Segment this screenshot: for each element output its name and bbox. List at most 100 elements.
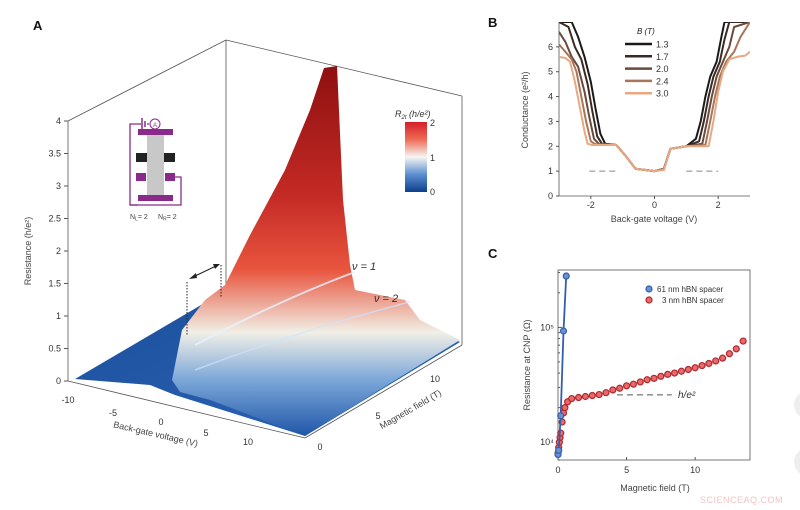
data-point-3nm [677, 367, 686, 375]
inset-right-label: NR= 2 [158, 214, 177, 223]
plot-frame-c [557, 269, 751, 461]
z-tick: 5 [375, 411, 380, 421]
legend-marker [645, 285, 653, 293]
y-tick-label: 2 [548, 141, 553, 151]
surface-spike [172, 66, 460, 436]
data-point-3nm [609, 386, 617, 394]
y-tick-label: 10⁵ [540, 322, 554, 332]
legend-title-b: B (T) [637, 27, 655, 36]
x-tick: 0 [158, 417, 163, 427]
panel-label-c: C [488, 246, 498, 261]
z-axis-ticks: 0 5 10 [317, 374, 440, 452]
data-point-3nm [698, 361, 706, 370]
y-tick-label: 0 [56, 376, 61, 386]
reference-label-h-e2: h/e² [678, 390, 696, 401]
y-tick-label: 0.5 [48, 344, 61, 354]
y-tick-label: 1 [56, 311, 61, 321]
data-point-61nm [559, 327, 568, 335]
data-point-3nm [657, 372, 665, 380]
data-point-3nm [616, 384, 624, 392]
data-point-61nm [562, 272, 570, 280]
panel-label-a: A [33, 18, 43, 33]
y-tick-label: 6 [548, 42, 553, 52]
x-axis-label: Back-gate voltage (V) [112, 419, 199, 448]
x-tick: 10 [243, 437, 253, 447]
data-point-3nm [732, 345, 740, 353]
data-point-3nm [691, 364, 699, 372]
nu2-ridge [194, 301, 411, 371]
inset-left-label: NL= 2 [130, 214, 148, 223]
data-point-3nm [568, 394, 576, 403]
legend-label: 1.3 [656, 40, 669, 50]
x-tick-label: 0 [555, 465, 560, 475]
data-point-3nm [705, 359, 713, 368]
watermark: SCIENCEAQ.COM [700, 495, 783, 505]
y-axis-label-b: Conductance (e²/h) [520, 71, 530, 148]
x-axis-ticks: -10 -5 0 5 10 [61, 395, 253, 447]
y-tick-label: 0 [548, 191, 553, 201]
decorative-blob [794, 393, 800, 417]
data-point-3nm [643, 376, 651, 384]
x-tick-label: 5 [624, 465, 629, 475]
ammeter-label: A [153, 123, 157, 129]
panel-c: C 0 5 10 10⁴ 10⁵ 61 nm hBN spacer 3 nm hBN spa… [488, 246, 751, 493]
y-tick-label: 3 [56, 181, 61, 191]
annotation-nu-1: ν = 1 [352, 261, 376, 273]
legend-label: 3.0 [656, 89, 669, 99]
data-point-3nm [739, 337, 747, 345]
z-tick: 10 [430, 374, 440, 384]
x-tick-label: -2 [587, 200, 595, 210]
legend-marker [645, 296, 653, 304]
nu1-ridge [194, 271, 356, 346]
y-tick-label: 3.5 [48, 149, 61, 159]
data-point-3nm [664, 370, 672, 378]
data-point-3nm [670, 369, 679, 377]
y-tick-label: 3 [548, 116, 553, 126]
data-point-3nm [574, 393, 583, 402]
series-line-2.4 [559, 22, 750, 173]
x-tick-label: 0 [652, 200, 657, 210]
data-point-3nm [725, 350, 734, 358]
colorbar-tick: 1 [430, 153, 435, 163]
series-line-2.0 [559, 22, 750, 173]
x-tick: -5 [109, 408, 117, 418]
data-point-61nm [557, 412, 565, 420]
y-tick-label: 10⁴ [540, 437, 554, 447]
data-point-3nm [557, 429, 565, 437]
y-axis-label-c: Resistance at CNP (Ω) [522, 319, 532, 410]
y-tick-label: 4 [548, 92, 553, 102]
data-point-3nm [602, 389, 610, 397]
data-point-3nm [595, 390, 603, 399]
y-tick-label: 5 [548, 67, 553, 77]
y-tick-label: 1.5 [48, 279, 61, 289]
data-point-3nm [684, 365, 692, 374]
y-tick-label: 2 [56, 246, 61, 256]
device-inset-diagram: A NL= 2 NR= 2 [129, 118, 182, 223]
y-tick-label: 2.5 [48, 214, 61, 224]
x-tick-label: 10 [690, 465, 700, 475]
y-axis-label: Resistance (h/e²) [23, 217, 33, 286]
legend-label: 61 nm hBN spacer [657, 285, 724, 294]
data-point-3nm [650, 374, 658, 382]
y-tick-label: 1 [548, 166, 553, 176]
panel-label-b: B [488, 15, 497, 30]
colorbar: R2t (h/e²) 2 1 0 [395, 109, 435, 197]
colorbar-tick: 0 [430, 187, 435, 197]
decorative-blob [794, 450, 800, 474]
data-point-3nm [712, 357, 720, 365]
data-point-3nm [629, 380, 638, 388]
x-tick: 5 [203, 428, 208, 438]
x-axis-label-c: Magnetic field (T) [620, 483, 690, 493]
panel-a: A 0 0.5 1 1.5 2 2.5 3 3.5 4 Resistance (h/e²) -1… [23, 18, 463, 452]
series-line-61nm [557, 275, 568, 455]
plot-b: 0 1 2 3 4 5 6 -2 0 2 1.3 1.7 2.0 2.4 3.0 [548, 22, 750, 210]
double-arrow-annotation [186, 264, 222, 335]
legend-label: 2.0 [656, 64, 669, 74]
legend-label: 2.4 [656, 76, 669, 86]
series-line-1.7 [559, 22, 750, 173]
annotation-nu-2: ν = 2 [374, 293, 398, 305]
y-axis-ticks: 0 0.5 1 1.5 2 2.5 3 3.5 4 [48, 116, 68, 386]
plot-c: 0 5 10 10⁴ 10⁵ 61 nm hBN spacer 3 nm hBN space… [540, 269, 751, 475]
data-point-3nm [588, 391, 596, 400]
